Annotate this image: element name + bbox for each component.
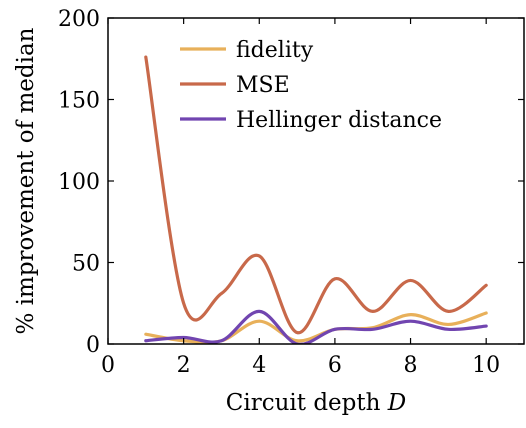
x-tick-label: 0	[101, 353, 115, 378]
plot-area	[144, 55, 488, 344]
x-tick-label: 10	[472, 353, 500, 378]
x-tick-label: 2	[177, 353, 191, 378]
legend: fidelity MSE Hellinger distance	[180, 38, 442, 133]
legend-label: Hellinger distance	[236, 108, 442, 133]
plot-frame	[107, 17, 525, 345]
y-tick-label: 150	[58, 89, 100, 114]
series-line-hellinger-distance	[144, 309, 488, 344]
legend-label: fidelity	[236, 38, 314, 63]
x-axis-label-variable: D	[387, 390, 406, 416]
x-tick-label: 6	[328, 353, 342, 378]
y-axis-label: % improvement of median	[13, 27, 39, 334]
x-axis-label: Circuit depth D	[226, 390, 406, 416]
series-line-fidelity	[144, 311, 488, 344]
y-tick-label: 100	[58, 170, 100, 195]
x-tick-label: 8	[404, 353, 418, 378]
x-tick-label: 4	[252, 353, 266, 378]
series-line-mse	[144, 55, 488, 335]
legend-label: MSE	[236, 73, 290, 98]
x-axis-label-text: Circuit depth	[226, 390, 381, 416]
y-tick-label: 200	[58, 7, 100, 32]
y-tick-label: 50	[72, 252, 100, 277]
y-tick-label: 0	[86, 333, 100, 358]
